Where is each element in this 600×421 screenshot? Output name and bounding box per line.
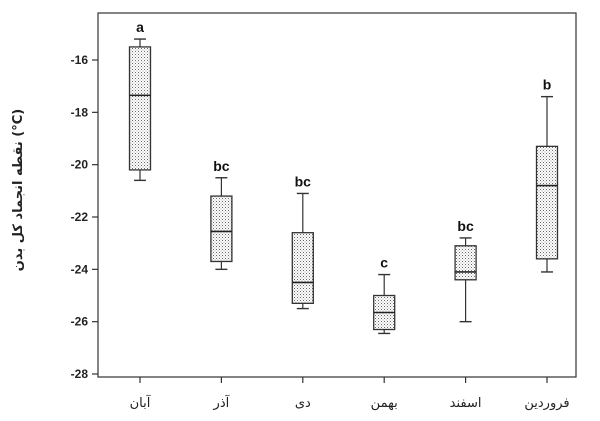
y-tick-label: -20 bbox=[71, 158, 89, 172]
y-tick-label: -16 bbox=[71, 53, 89, 67]
x-category-label: اسفند bbox=[450, 396, 482, 411]
group-letter-label: bc bbox=[213, 158, 230, 174]
iqr-box bbox=[128, 46, 152, 171]
group-letter-label: bc bbox=[457, 218, 474, 234]
y-tick-label: -24 bbox=[71, 262, 89, 276]
iqr-box bbox=[535, 145, 559, 260]
iqr-box bbox=[291, 232, 314, 304]
y-tick-label: -28 bbox=[71, 367, 89, 381]
x-category-label: آذر bbox=[213, 394, 231, 411]
group-letter-label: b bbox=[543, 77, 552, 93]
iqr-box bbox=[210, 195, 233, 263]
box-group: bc bbox=[454, 218, 477, 323]
y-tick-label: -18 bbox=[71, 105, 89, 119]
group-letter-label: c bbox=[380, 255, 388, 271]
x-category-label: آبان bbox=[130, 394, 152, 411]
box-group: b bbox=[535, 77, 559, 273]
group-letter-label: bc bbox=[295, 173, 312, 189]
y-tick-label: -26 bbox=[71, 315, 89, 329]
box-group: bc bbox=[210, 158, 233, 271]
y-axis: -16 -18 -20 -22 -24 -26 -28 bbox=[71, 53, 98, 381]
box-group: bc bbox=[291, 173, 314, 310]
box-series: a bc bc c bc b bbox=[128, 19, 559, 335]
y-tick-label: -22 bbox=[71, 210, 89, 224]
x-axis: آبان آذر دی بهمن اسفند فروردین bbox=[130, 377, 570, 411]
iqr-box bbox=[454, 245, 477, 281]
x-category-label: فروردین bbox=[524, 396, 569, 411]
x-category-label: بهمن bbox=[371, 396, 398, 411]
box-group: a bbox=[128, 19, 152, 182]
box-group: c bbox=[373, 255, 396, 335]
group-letter-label: a bbox=[136, 19, 144, 35]
plot-frame bbox=[97, 12, 577, 378]
y-axis-title: نقطه انجماد کل بدن (°C) bbox=[11, 109, 26, 271]
x-category-label: دی bbox=[295, 396, 311, 411]
